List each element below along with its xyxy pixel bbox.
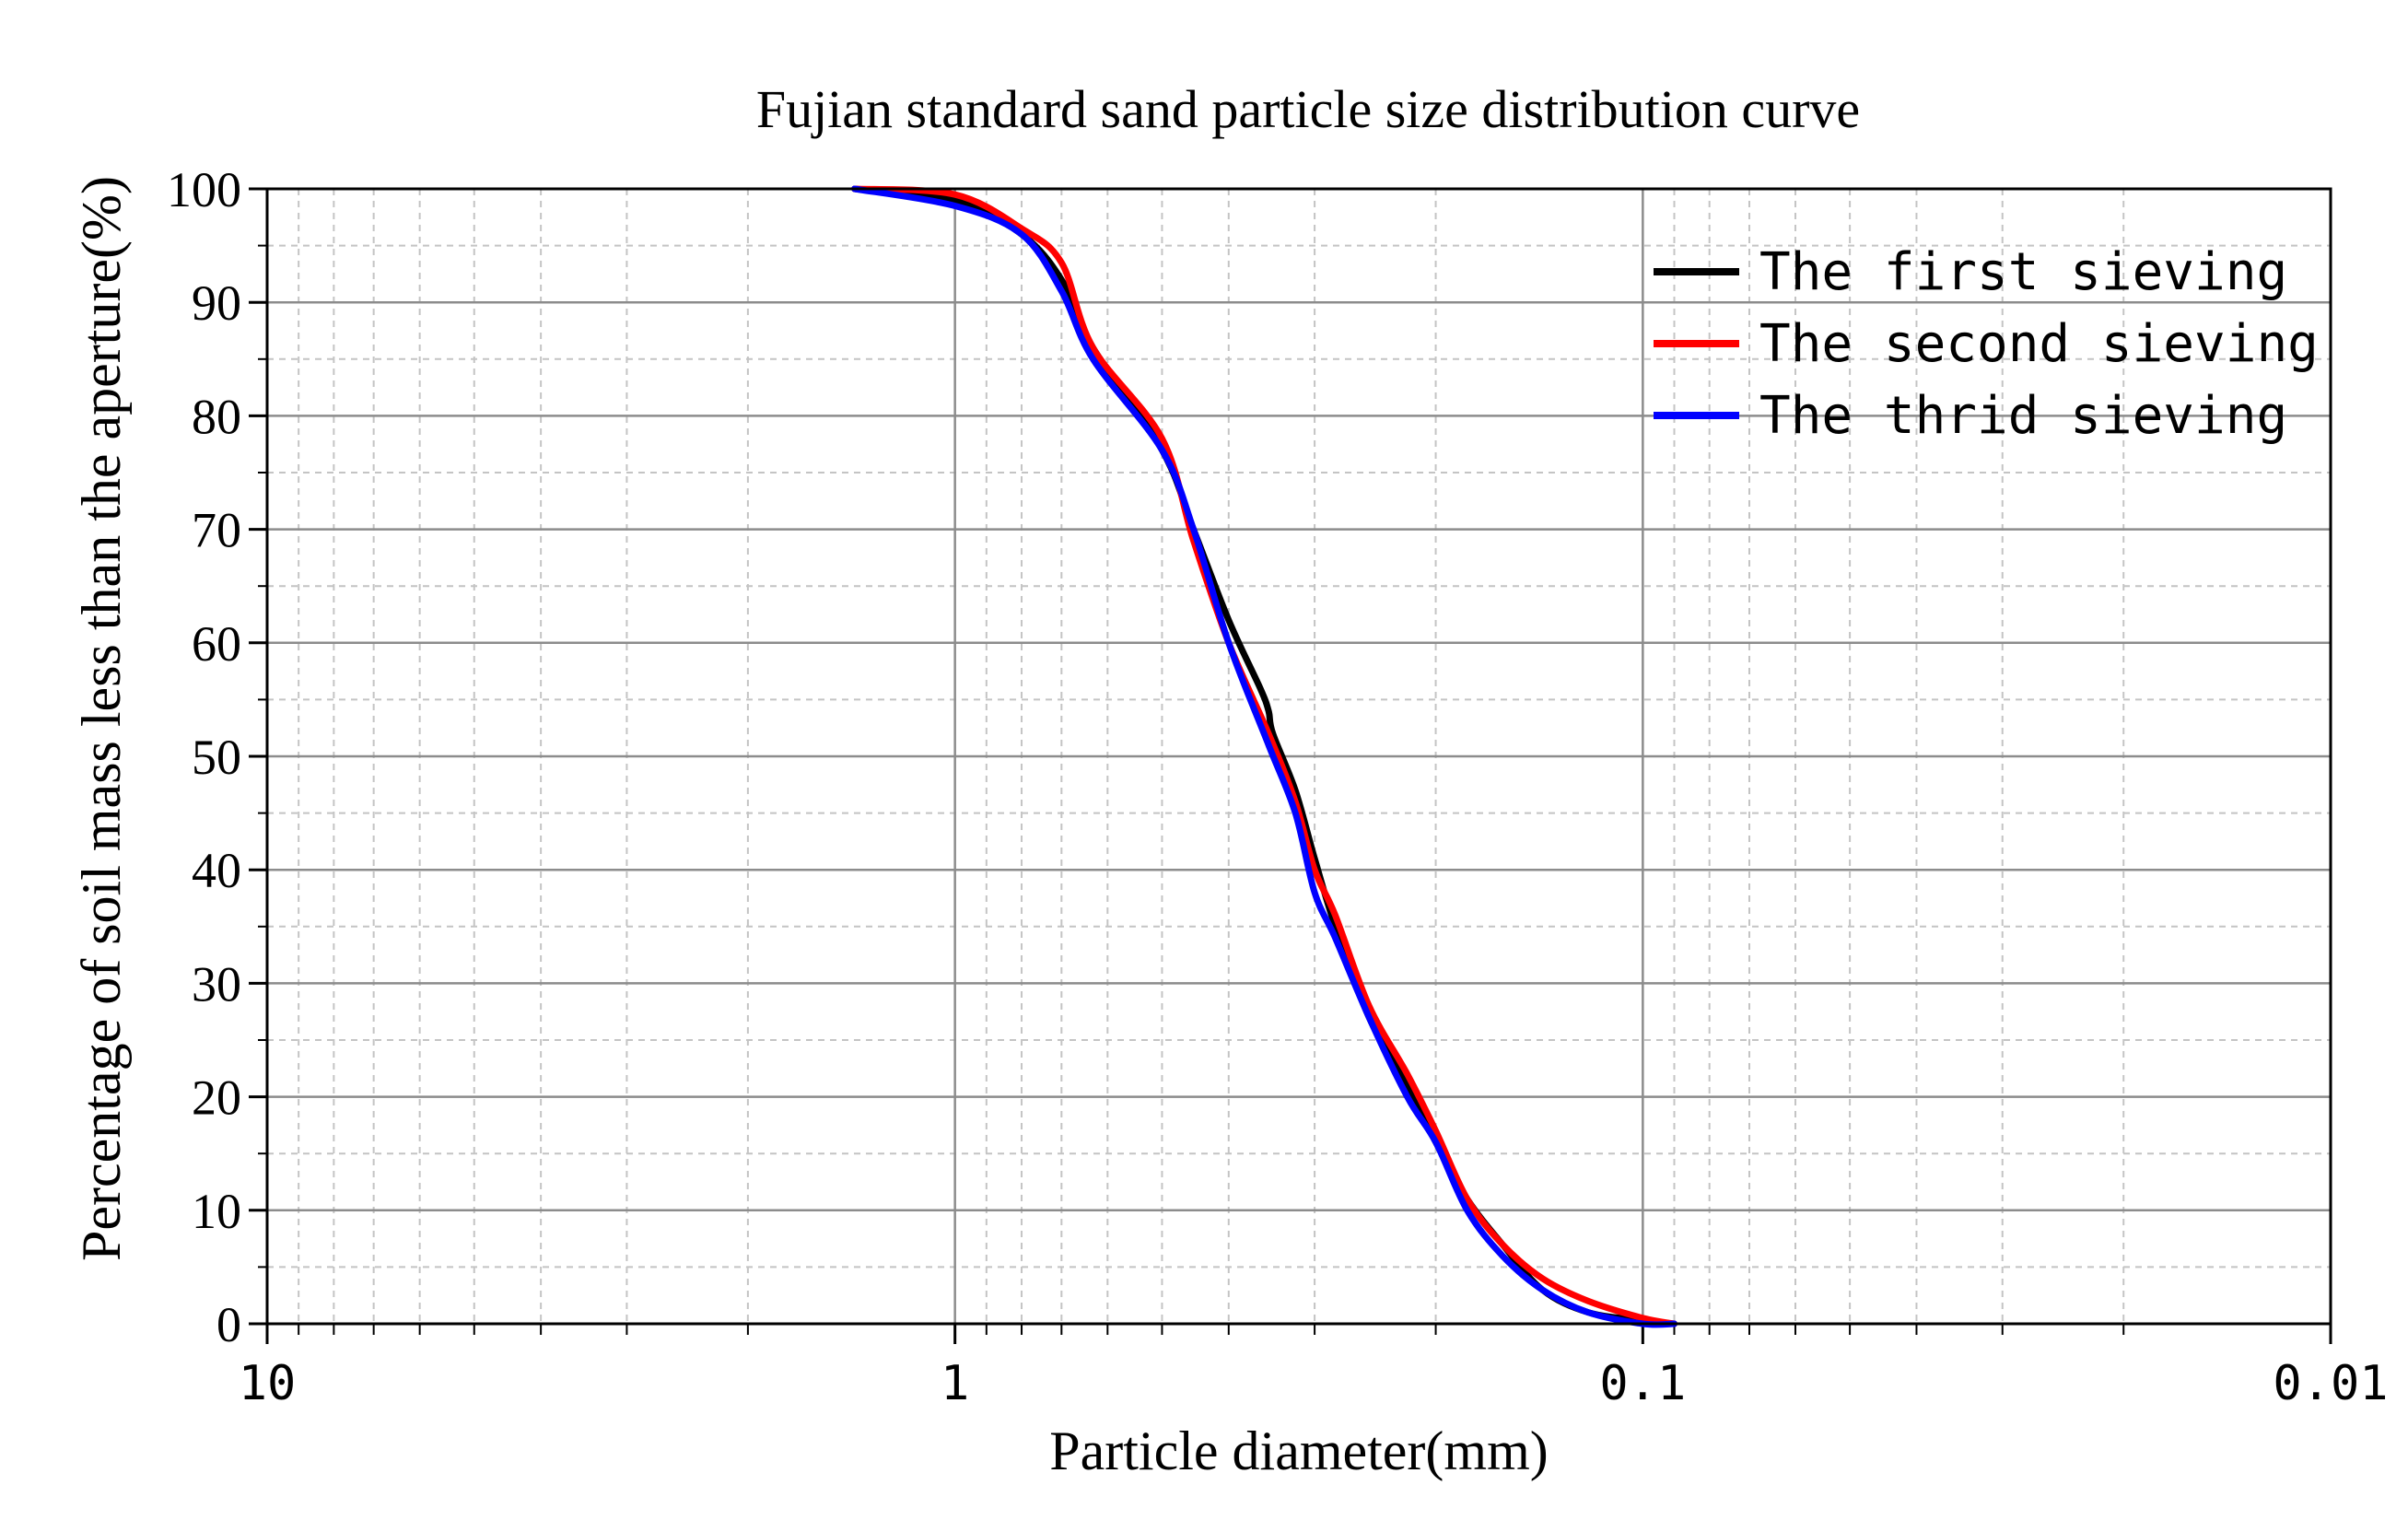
y-tick-label: 20 xyxy=(192,1070,241,1126)
y-tick-label: 60 xyxy=(192,616,241,672)
axis-ticks xyxy=(249,187,2332,1344)
chart-title: Fujian standard sand particle size distr… xyxy=(756,79,1860,139)
x-tick-label: 0.01 xyxy=(2273,1356,2388,1411)
x-tick-label: 1 xyxy=(941,1356,969,1411)
series-line xyxy=(851,185,1677,1327)
legend-label: The thrid sieving xyxy=(1759,386,2287,446)
legend-label: The first sieving xyxy=(1759,242,2287,302)
plot-frame xyxy=(265,187,2332,1326)
y-tick-label: 100 xyxy=(167,162,241,217)
y-axis-label: Percentage of soil mass less than the ap… xyxy=(71,176,132,1261)
x-tick-labels: 10 1 0.1 0.01 xyxy=(239,1356,2389,1411)
legend: The first sieving The second sieving The t… xyxy=(1654,242,2319,446)
y-tick-labels: 0 10 20 30 40 50 60 70 80 90 100 xyxy=(167,162,241,1352)
y-tick-label: 40 xyxy=(192,843,241,898)
y-tick-label: 70 xyxy=(192,503,241,558)
y-tick-label: 30 xyxy=(192,956,241,1011)
y-tick-label: 50 xyxy=(192,730,241,785)
series-line xyxy=(851,185,1677,1328)
x-axis-label: Particle diameter(mm) xyxy=(1049,1421,1548,1481)
x-tick-label: 0.1 xyxy=(1599,1356,1686,1411)
legend-label: The second sieving xyxy=(1759,314,2319,374)
y-tick-label: 10 xyxy=(192,1184,241,1239)
y-tick-label: 90 xyxy=(192,275,241,331)
x-tick-label: 10 xyxy=(239,1356,297,1411)
y-tick-label: 0 xyxy=(216,1297,241,1352)
y-tick-label: 80 xyxy=(192,389,241,444)
series-lines xyxy=(851,185,1677,1328)
